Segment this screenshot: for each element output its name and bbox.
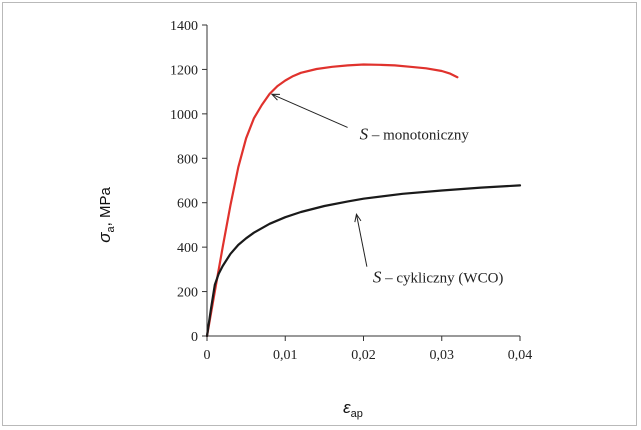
series-line-cyclic	[205, 184, 522, 338]
y-axis: 0 200 400 600 800 1000 1200 1400	[170, 19, 208, 345]
annotation-arrowhead	[354, 213, 362, 223]
y-tick-label: 200	[177, 286, 198, 301]
x-axis-label: εap	[343, 398, 363, 420]
y-tick-label: 1000	[170, 108, 198, 123]
x-tick-label: 0,04	[508, 348, 533, 363]
y-axis-symbol: σ	[95, 232, 114, 243]
y-ticks: 0 200 400 600 800 1000 1200 1400	[170, 19, 207, 345]
annotation-arrow	[271, 93, 348, 128]
x-axis: 0 0,01 0,02 0,03 0,04	[204, 335, 533, 363]
y-tick-label: 800	[177, 152, 198, 167]
y-tick-label: 1200	[170, 63, 198, 78]
series-layer	[205, 63, 522, 338]
annotation-arrow	[355, 214, 368, 267]
y-axis-label: σa, MPa	[95, 187, 117, 243]
annotation-monotonic: S – monotoniczny	[360, 124, 470, 143]
series-line-monotonic	[205, 63, 459, 338]
x-axis-symbol: ε	[343, 398, 351, 417]
y-tick-label: 600	[177, 197, 198, 212]
x-ticks: 0 0,01 0,02 0,03 0,04	[204, 336, 533, 363]
x-tick-label: 0	[204, 348, 211, 363]
y-tick-label: 0	[191, 330, 198, 345]
y-axis-unit: , MPa	[97, 187, 114, 227]
y-tick-label: 400	[177, 241, 198, 256]
y-axis-subscript: a	[105, 226, 117, 233]
x-tick-label: 0,03	[430, 348, 455, 363]
x-tick-label: 0,01	[273, 348, 298, 363]
x-axis-subscript: ap	[351, 408, 363, 420]
annotation-layer: S – monotoniczny S – cykliczny (WCO)	[270, 93, 504, 287]
annotation-arrowhead	[270, 93, 280, 101]
x-tick-label: 0,02	[351, 348, 376, 363]
chart-frame	[2, 2, 637, 426]
annotation-cyclic: S – cykliczny (WCO)	[373, 268, 504, 287]
y-tick-label: 1400	[170, 19, 198, 34]
